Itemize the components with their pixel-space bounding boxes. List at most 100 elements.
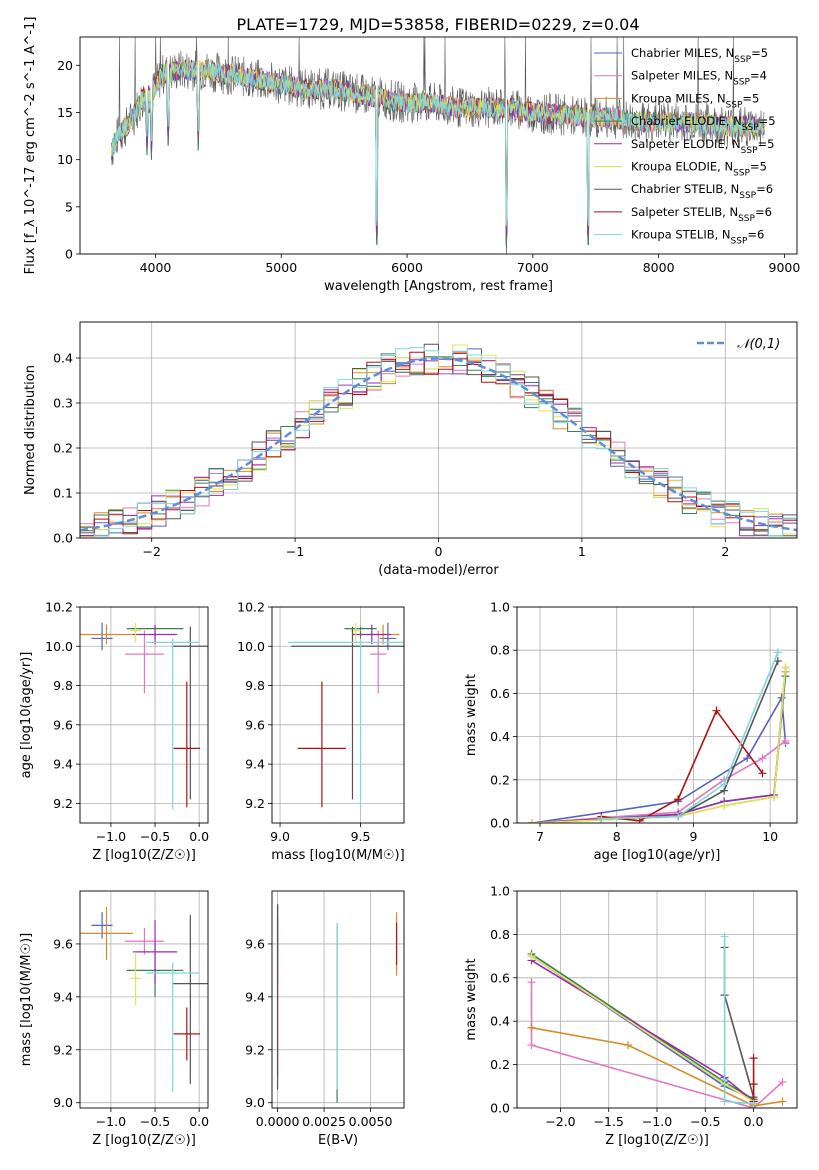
x-tick-label: 8 — [613, 829, 621, 844]
y-axis-label: Normed distribution — [23, 365, 38, 495]
y-tick-label: 9.8 — [53, 678, 73, 693]
x-axis-label: age [log10(age/yr)] — [594, 848, 721, 863]
plot-area — [80, 343, 797, 537]
y-axis-label: mass weight — [464, 674, 479, 756]
data-point-marker — [597, 814, 606, 823]
x-tick-label: 0.0 — [189, 829, 209, 844]
data-point-marker — [720, 1075, 729, 1084]
weight-series-line — [723, 936, 754, 1105]
normal-reference-curve — [80, 357, 797, 532]
data-point-marker — [769, 793, 778, 802]
data-point-marker — [743, 754, 752, 763]
data-point-marker — [773, 648, 782, 657]
y-tick-label: 0.4 — [490, 1014, 510, 1029]
y-tick-label: 9.8 — [245, 678, 265, 693]
histogram-series — [80, 351, 797, 537]
axes-frame — [79, 36, 798, 255]
x-axis-label: Z [log10(Z/Z☉)] — [92, 848, 196, 863]
axes-frame — [516, 890, 798, 1109]
figure-title: PLATE=1729, MJD=53858, FIBERID=0229, z=0… — [236, 15, 639, 34]
y-tick-label: 9.2 — [53, 796, 73, 811]
chart-spectrum: 4000 5000 6000 7000 8000 9000 0 5 10 15 20 waveleng… — [23, 17, 800, 294]
x-tick-label: 6000 — [391, 260, 423, 275]
y-tick-label: 0.3 — [53, 396, 73, 411]
y-tick-label: 0.0 — [490, 1101, 510, 1116]
data-point-marker — [749, 1080, 758, 1089]
chart-mass_vs_Z: −1.0 −0.5 0.0 9.0 9.2 9.4 9.6 Z [log10(Z/Z☉)] ma… — [19, 890, 209, 1148]
y-tick-label: 9.2 — [245, 796, 265, 811]
x-tick-label: 1 — [578, 544, 586, 559]
y-tick-label: 0.6 — [490, 970, 510, 985]
y-tick-label: 0.4 — [53, 351, 73, 366]
x-tick-label: 0.0 — [189, 1114, 209, 1129]
data-point-marker — [674, 795, 683, 804]
y-tick-label: 0.0 — [53, 531, 73, 546]
x-tick-label: 9 — [689, 829, 697, 844]
y-tick-label: 0.1 — [53, 486, 73, 501]
y-tick-label: 0.4 — [490, 729, 510, 744]
x-tick-label: −0.5 — [140, 829, 170, 844]
x-tick-label: −2.0 — [545, 1114, 575, 1129]
x-tick-label: 8000 — [643, 260, 675, 275]
x-tick-label: 10 — [762, 829, 778, 844]
plot-area — [111, 37, 765, 254]
y-tick-label: 9.4 — [245, 989, 265, 1004]
plot-area — [80, 622, 208, 810]
data-point-marker — [527, 1041, 536, 1050]
y-tick-label: 0.8 — [490, 643, 510, 658]
y-tick-label: 9.4 — [53, 757, 73, 772]
plot-area — [80, 906, 208, 1093]
y-tick-label: 9.4 — [245, 757, 265, 772]
legend-label: 𝒩(0,1) — [737, 337, 780, 352]
x-tick-label: −0.5 — [140, 1114, 170, 1129]
y-tick-label: 10.2 — [237, 600, 265, 615]
y-tick-label: 0.2 — [53, 441, 73, 456]
x-tick-label: 5000 — [265, 260, 297, 275]
weight-series-line — [532, 667, 787, 823]
x-tick-label: 9.0 — [270, 829, 290, 844]
data-point-marker — [781, 663, 790, 672]
y-tick-label: 0.0 — [490, 816, 510, 831]
data-point-marker — [527, 978, 536, 987]
x-tick-label: −0.5 — [690, 1114, 720, 1129]
y-axis-label: mass weight — [464, 958, 479, 1040]
y-tick-label: 1.0 — [490, 600, 510, 615]
data-point-marker — [527, 1023, 536, 1032]
data-point-marker — [624, 1041, 633, 1050]
weight-series-line — [532, 667, 787, 823]
axes-frame — [79, 606, 209, 824]
axes-frame — [516, 606, 798, 824]
legend-label: Salpeter MILES, NSSP=4 — [631, 69, 767, 88]
chart-weight_vs_Z: −2.0 −1.5 −1.0 −0.5 0.0 0.0 0.2 0.4 0.6 0.8 1.0 Z [… — [464, 884, 798, 1148]
y-tick-label: 9.0 — [53, 1095, 73, 1110]
series-line — [111, 60, 765, 227]
x-tick-label: 4000 — [140, 260, 172, 275]
y-tick-label: 0.6 — [490, 686, 510, 701]
y-tick-label: 9.4 — [53, 989, 73, 1004]
legend-label: Kroupa MILES, NSSP=5 — [631, 91, 759, 110]
data-point-marker — [674, 812, 683, 821]
chart-mass_vs_ebv: 0.0000 0.0025 0.0050 9.0 9.2 9.4 9.6 E(B-V) — [245, 890, 405, 1148]
data-point-marker — [720, 1097, 729, 1106]
x-axis-label: (data-model)/error — [378, 563, 499, 578]
chart-age_vs_Z: −1.0 −0.5 0.0 9.2 9.4 9.6 9.8 10.0 10.2 Z [log10(… — [19, 600, 209, 864]
plot-area — [527, 932, 787, 1108]
x-tick-label: −1.0 — [96, 829, 126, 844]
x-tick-label: 0.0025 — [302, 1114, 346, 1129]
data-point-marker — [777, 693, 786, 702]
y-axis-label: Flux [f_λ 10^-17 erg cm^-2 s^-1 A^-1] — [23, 17, 38, 275]
y-tick-label: 9.6 — [245, 717, 265, 732]
x-axis-label: mass [log10(M/M☉)] — [271, 848, 404, 863]
y-tick-label: 9.0 — [245, 1095, 265, 1110]
data-point-marker — [758, 769, 767, 778]
x-tick-label: 0.0 — [744, 1114, 764, 1129]
data-point-marker — [712, 706, 721, 715]
y-tick-label: 0 — [65, 247, 73, 262]
legend-label: Kroupa ELODIE, NSSP=5 — [631, 160, 767, 179]
legend-label: Kroupa STELIB, NSSP=6 — [631, 228, 764, 247]
y-tick-label: 9.2 — [245, 1042, 265, 1057]
weight-series-line — [723, 947, 755, 1098]
weight-series-line — [531, 953, 755, 1100]
x-tick-label: −1.0 — [642, 1114, 672, 1129]
